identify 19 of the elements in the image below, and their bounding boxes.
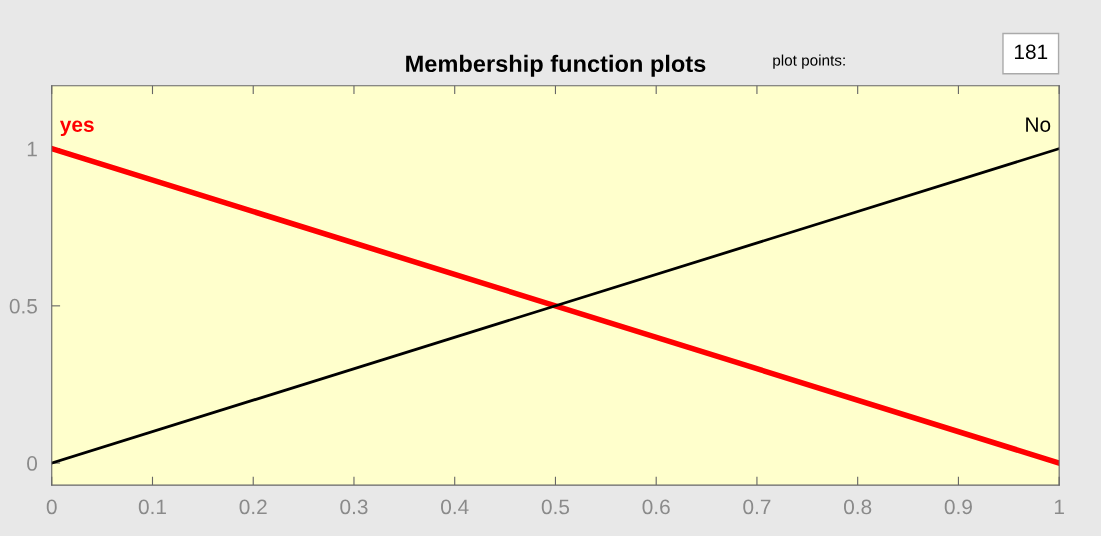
x-tick-label: 0.3 — [340, 499, 368, 515]
x-tick-label: 0.4 — [441, 499, 469, 515]
y-tick-label: 0 — [27, 456, 38, 471]
x-tick-label: 0.9 — [944, 499, 972, 515]
text: plot points: — [773, 54, 845, 69]
x-tick-label: 0 — [46, 499, 57, 515]
text: 181 — [1014, 44, 1048, 60]
x-tick-label: 0.2 — [239, 499, 267, 515]
series-label: No — [1026, 117, 1051, 132]
y-tick-label: 1 — [27, 141, 37, 157]
y-tick-label: 0.5 — [9, 298, 37, 314]
x-tick-label: 0.1 — [138, 499, 166, 515]
series-label: yes — [59, 120, 94, 137]
x-tick-label: 0.7 — [743, 499, 771, 515]
x-tick-label: 0.6 — [642, 499, 670, 515]
x-tick-label: 1 — [1054, 499, 1064, 515]
x-tick-label: 0.5 — [541, 499, 570, 515]
x-tick-label: 0.8 — [844, 499, 872, 515]
chart-title: Membership function plots — [406, 54, 706, 77]
